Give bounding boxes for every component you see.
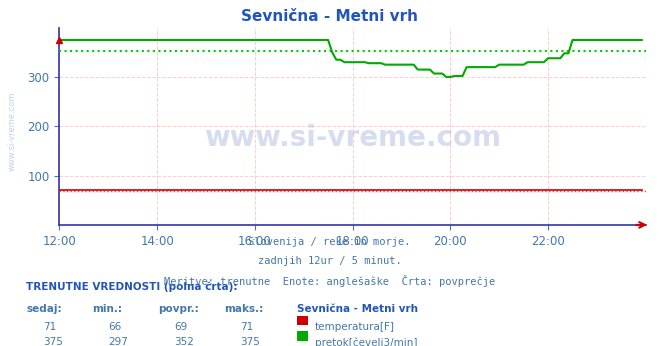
Text: www.si-vreme.com: www.si-vreme.com [204, 124, 501, 152]
Text: pretok[čevelj3/min]: pretok[čevelj3/min] [315, 337, 418, 346]
Text: maks.:: maks.: [224, 304, 264, 315]
Text: www.si-vreme.com: www.si-vreme.com [8, 92, 17, 171]
Text: temperatura[F]: temperatura[F] [315, 322, 395, 332]
Text: 375: 375 [241, 337, 260, 346]
Text: 66: 66 [109, 322, 122, 332]
Text: Slovenija / reke in morje.: Slovenija / reke in morje. [248, 237, 411, 247]
Text: 71: 71 [241, 322, 254, 332]
Text: 71: 71 [43, 322, 56, 332]
Text: min.:: min.: [92, 304, 123, 315]
Text: 69: 69 [175, 322, 188, 332]
Text: Sevnična - Metni vrh: Sevnična - Metni vrh [241, 9, 418, 24]
Text: 297: 297 [109, 337, 129, 346]
Text: povpr.:: povpr.: [158, 304, 199, 315]
Text: Meritve: trenutne  Enote: anglešaške  Črta: povprečje: Meritve: trenutne Enote: anglešaške Črta… [164, 275, 495, 287]
Text: sedaj:: sedaj: [26, 304, 62, 315]
Text: TRENUTNE VREDNOSTI (polna črta):: TRENUTNE VREDNOSTI (polna črta): [26, 282, 238, 292]
Text: zadnjih 12ur / 5 minut.: zadnjih 12ur / 5 minut. [258, 256, 401, 266]
Text: 375: 375 [43, 337, 63, 346]
Text: 352: 352 [175, 337, 194, 346]
Text: Sevnična - Metni vrh: Sevnična - Metni vrh [297, 304, 418, 315]
